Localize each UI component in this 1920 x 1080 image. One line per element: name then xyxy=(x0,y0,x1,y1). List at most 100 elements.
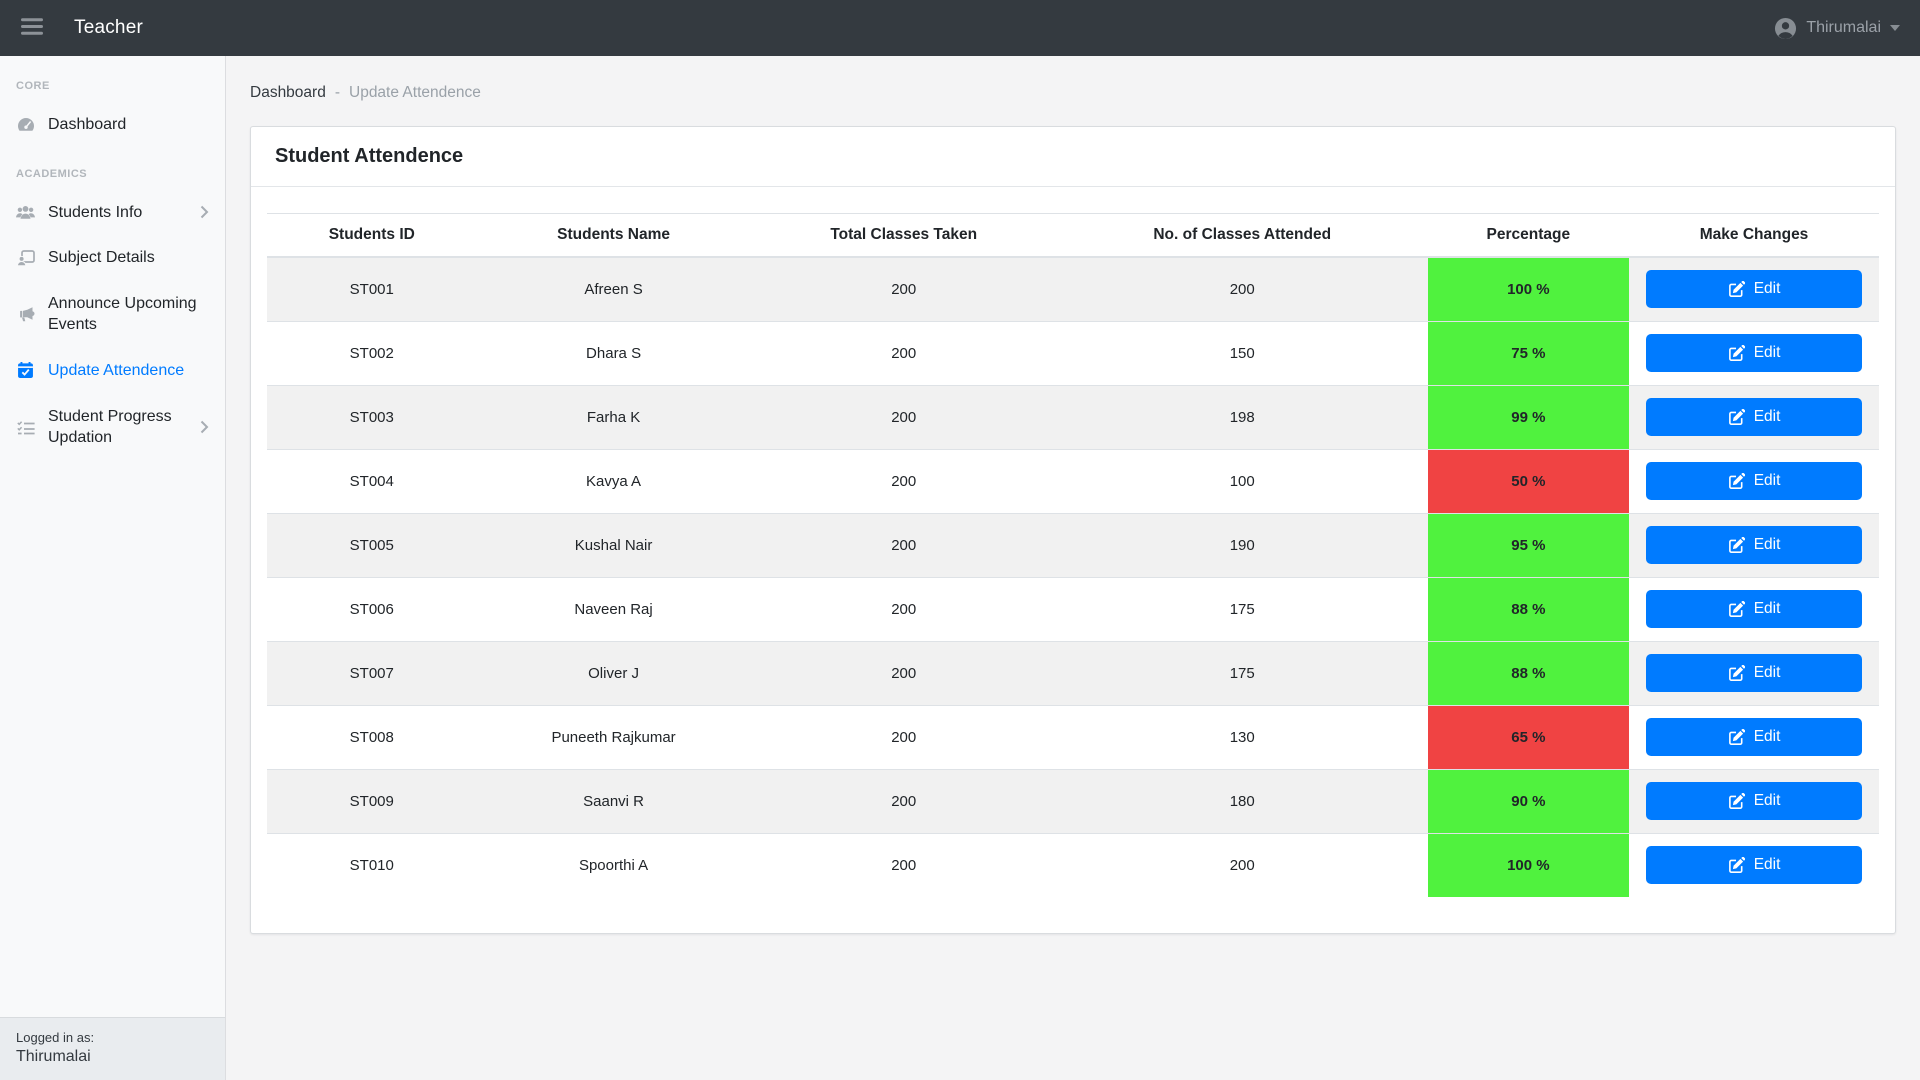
cell-total-classes: 200 xyxy=(750,512,1057,577)
cell-total-classes: 200 xyxy=(750,832,1057,897)
cell-classes-attended: 190 xyxy=(1056,512,1428,577)
cell-classes-attended: 130 xyxy=(1056,704,1428,769)
card-title: Student Attendence xyxy=(251,127,1895,187)
edit-button[interactable]: Edit xyxy=(1646,334,1862,372)
cell-student-id: ST005 xyxy=(267,512,477,577)
cell-classes-attended: 198 xyxy=(1056,384,1428,449)
top-navbar: Teacher Thirumalai xyxy=(0,0,1920,56)
edit-button[interactable]: Edit xyxy=(1646,590,1862,628)
cell-classes-attended: 150 xyxy=(1056,320,1428,385)
cell-student-id: ST010 xyxy=(267,832,477,897)
sidebar-item-label: Subject Details xyxy=(48,249,155,267)
main-content: Dashboard - Update Attendence Student At… xyxy=(226,56,1920,1080)
cell-total-classes: 200 xyxy=(750,256,1057,321)
cell-total-classes: 200 xyxy=(750,576,1057,641)
breadcrumb: Dashboard - Update Attendence xyxy=(250,84,1896,102)
edit-button-label: Edit xyxy=(1753,344,1781,361)
column-header: Percentage xyxy=(1427,213,1630,258)
cell-make-changes: Edit xyxy=(1629,320,1879,385)
cell-total-classes: 200 xyxy=(750,768,1057,833)
cell-student-name: Kavya A xyxy=(476,448,751,513)
menu-heading: ACADEMICS xyxy=(16,167,88,180)
column-header: Students ID xyxy=(267,213,477,258)
cell-total-classes: 200 xyxy=(750,640,1057,705)
edit-button-label: Edit xyxy=(1753,280,1781,298)
sidebar-item-student-progress-updation[interactable]: Student Progress Updation xyxy=(0,394,225,461)
table-row: ST002 Dhara S 200 150 75 % Edit xyxy=(267,320,1879,385)
cell-percentage: 90 % xyxy=(1427,768,1630,833)
sidebar-item-subject-details[interactable]: Subject Details xyxy=(0,235,225,281)
cell-student-name: Spoorthi A xyxy=(476,832,751,897)
cell-percentage: 65 % xyxy=(1427,704,1630,769)
cell-percentage: 88 % xyxy=(1427,576,1630,641)
cell-student-name: Saanvi R xyxy=(476,768,751,833)
tachometer-icon xyxy=(16,117,35,132)
cell-make-changes: Edit xyxy=(1629,640,1879,705)
edit-button[interactable]: Edit xyxy=(1646,270,1862,309)
user-circle-icon xyxy=(1774,17,1797,40)
edit-icon xyxy=(1728,472,1745,490)
table-row: ST005 Kushal Nair 200 190 95 % Edit xyxy=(267,512,1879,577)
sidebar-item-students-info[interactable]: Students Info xyxy=(0,190,225,236)
cell-student-id: ST008 xyxy=(267,704,477,769)
edit-button[interactable]: Edit xyxy=(1646,846,1862,885)
cell-classes-attended: 180 xyxy=(1056,768,1428,833)
card-body: Students ID Students Name Total Classes Ta… xyxy=(251,187,1895,933)
cell-student-id: ST006 xyxy=(267,576,477,641)
user-card-icon xyxy=(16,250,35,266)
table-head: Students ID Students Name Total Classes Ta… xyxy=(267,213,1879,258)
edit-icon xyxy=(1728,856,1745,874)
sidebar: CORE Dashboard ACADEMICS Students Info Subje… xyxy=(0,56,226,1080)
cell-student-id: ST003 xyxy=(267,384,477,449)
user-name: Thirumalai xyxy=(1806,19,1881,36)
sidebar-item-label: Dashboard xyxy=(48,116,127,133)
sidebar-item-update-attendence[interactable]: Update Attendence xyxy=(0,348,225,394)
edit-icon xyxy=(1728,408,1745,426)
cell-student-name: Oliver J xyxy=(476,640,751,705)
cell-student-name: Kushal Nair xyxy=(476,512,751,577)
cell-student-id: ST002 xyxy=(267,320,477,385)
cell-classes-attended: 100 xyxy=(1056,448,1428,513)
table-row: ST008 Puneeth Rajkumar 200 130 65 % Edit xyxy=(267,704,1879,769)
sidebar-toggle-button[interactable] xyxy=(14,10,50,46)
cell-percentage: 99 % xyxy=(1427,384,1630,449)
edit-button[interactable]: Edit xyxy=(1646,462,1862,500)
cell-total-classes: 200 xyxy=(750,384,1057,449)
edit-button[interactable]: Edit xyxy=(1646,782,1862,820)
table-row: ST001 Afreen S 200 200 100 % Edit xyxy=(267,256,1879,321)
column-header: Make Changes xyxy=(1629,213,1879,258)
user-menu-button[interactable]: Thirumalai xyxy=(1774,17,1900,40)
cell-classes-attended: 175 xyxy=(1056,576,1428,641)
table-row: ST004 Kavya A 200 100 50 % Edit xyxy=(267,448,1879,513)
edit-button[interactable]: Edit xyxy=(1646,718,1862,756)
caret-down-icon xyxy=(1890,25,1900,31)
edit-button[interactable]: Edit xyxy=(1646,654,1862,692)
cell-make-changes: Edit xyxy=(1629,768,1879,833)
sidebar-item-dashboard[interactable]: Dashboard xyxy=(0,102,225,148)
table-row: ST006 Naveen Raj 200 175 88 % Edit xyxy=(267,576,1879,641)
sidebar-item-label: Update Attendence xyxy=(48,361,185,379)
cell-total-classes: 200 xyxy=(750,320,1057,385)
cell-percentage: 95 % xyxy=(1427,512,1630,577)
breadcrumb-dashboard[interactable]: Dashboard xyxy=(250,84,326,101)
sidebar-item-announce-upcoming-events[interactable]: Announce Upcoming Events xyxy=(0,281,225,348)
table-header-row: Students ID Students Name Total Classes Ta… xyxy=(267,213,1879,258)
edit-button-label: Edit xyxy=(1753,472,1781,489)
table-row: ST003 Farha K 200 198 99 % Edit xyxy=(267,384,1879,449)
list-check-icon xyxy=(16,420,35,435)
cell-classes-attended: 200 xyxy=(1056,256,1428,321)
cell-classes-attended: 200 xyxy=(1056,832,1428,897)
table-body: ST001 Afreen S 200 200 100 % Edit ST002 Dhara S… xyxy=(267,256,1879,897)
column-header: No. of Classes Attended xyxy=(1056,213,1428,258)
logged-in-user: Thirumalai xyxy=(16,1048,91,1065)
calendar-check-icon xyxy=(16,362,35,379)
edit-button[interactable]: Edit xyxy=(1646,526,1862,564)
table-row: ST009 Saanvi R 200 180 90 % Edit xyxy=(267,768,1879,833)
edit-button[interactable]: Edit xyxy=(1646,398,1862,436)
sidebar-item-label: Student Progress Updation xyxy=(48,407,172,447)
cell-make-changes: Edit xyxy=(1629,448,1879,513)
cell-make-changes: Edit xyxy=(1629,576,1879,641)
cell-percentage: 100 % xyxy=(1427,832,1630,897)
app-title: Teacher xyxy=(74,17,143,38)
edit-button-label: Edit xyxy=(1753,600,1781,617)
